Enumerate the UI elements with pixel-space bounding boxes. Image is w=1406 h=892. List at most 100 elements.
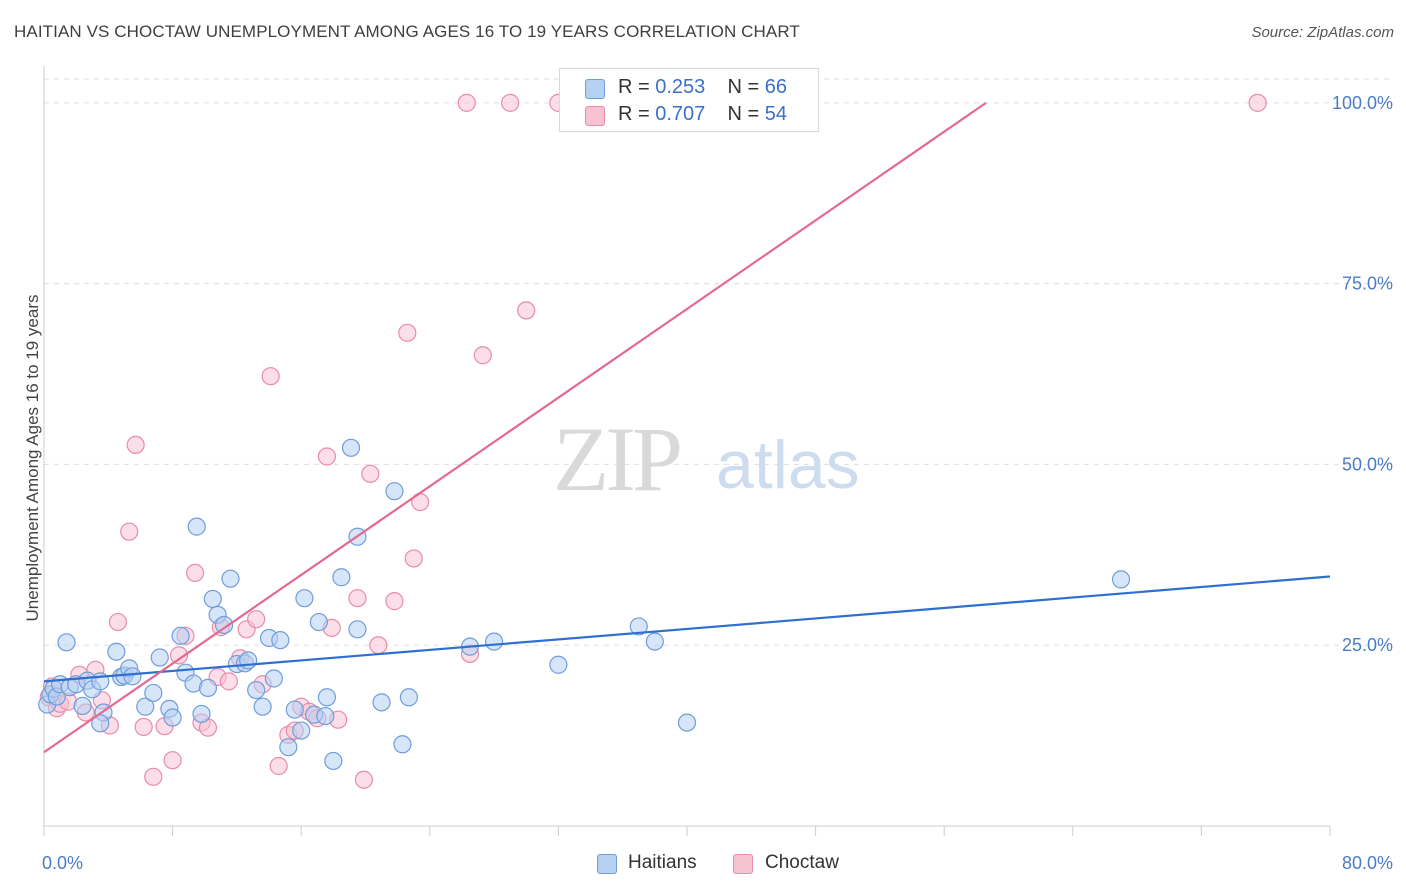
- choctaw-point: [457, 93, 476, 112]
- choctaw-point: [261, 367, 280, 386]
- choctaw-point: [404, 549, 423, 568]
- choctaw-legend-swatch: [733, 854, 753, 874]
- choctaw-point: [120, 522, 139, 541]
- y-tick-label: 25.0%: [1342, 635, 1393, 655]
- watermark-zip: ZIP: [553, 408, 680, 510]
- haitians-point: [324, 751, 343, 771]
- watermark-atlas: atlas: [716, 427, 860, 503]
- choctaw-point: [354, 770, 373, 789]
- haitians-points: [38, 438, 1131, 771]
- trend-lines: [43, 101, 1331, 754]
- choctaw-point: [398, 323, 417, 342]
- haitians-point: [163, 708, 182, 727]
- haitians-legend-swatch: [597, 854, 617, 874]
- haitians-point: [645, 632, 664, 651]
- haitians-point: [285, 700, 304, 719]
- y-tick-label: 75.0%: [1342, 274, 1393, 294]
- haitians-n-value: 66: [764, 76, 788, 98]
- choctaw-point: [134, 717, 153, 737]
- haitians-point: [198, 678, 218, 697]
- y-axis-label: Unemployment Among Ages 16 to 19 years: [23, 295, 42, 622]
- haitians-point: [309, 612, 328, 632]
- haitians-point: [399, 688, 419, 707]
- choctaw-r-value: 0.707: [655, 103, 706, 125]
- haitians-point: [144, 683, 163, 703]
- choctaw-n-label: N =: [727, 103, 765, 125]
- choctaw-point: [163, 751, 182, 770]
- choctaw-point: [501, 93, 520, 112]
- haitians-point: [203, 589, 222, 609]
- haitians-point: [192, 704, 211, 724]
- choctaw-point: [317, 447, 337, 466]
- haitians-point: [393, 735, 412, 754]
- haitians-point: [332, 568, 351, 587]
- choctaw-point: [385, 592, 404, 611]
- grid-lines: [44, 78, 1390, 646]
- haitians-point: [150, 648, 169, 667]
- haitians-point: [348, 620, 367, 639]
- haitians-point: [317, 688, 337, 707]
- choctaw-point: [186, 563, 205, 583]
- haitians-point: [221, 569, 240, 588]
- haitians-point: [271, 631, 290, 650]
- haitians-r-label: R =: [618, 76, 656, 98]
- haitians-point: [295, 589, 314, 608]
- haitians-legend-label: Haitians: [628, 852, 697, 873]
- source-label: Source: ZipAtlas.com: [1251, 24, 1394, 41]
- haitians-trend-line: [43, 575, 1331, 683]
- choctaw-point: [1248, 93, 1267, 112]
- y-tick-label: 100.0%: [1332, 93, 1393, 113]
- choctaw-point: [108, 612, 128, 632]
- haitians-n-label: N =: [727, 76, 765, 98]
- correlation-legend: R = 0.253 N = 66 R = 0.707 N = 54: [559, 68, 819, 132]
- haitians-point: [187, 517, 206, 536]
- y-tick-label: 50.0%: [1342, 454, 1393, 474]
- haitians-point: [316, 706, 335, 726]
- haitians-point: [1111, 570, 1131, 589]
- choctaw-n-value: 54: [764, 103, 788, 125]
- haitians-point: [264, 669, 283, 688]
- haitians-point: [549, 655, 568, 674]
- haitians-point: [239, 651, 258, 670]
- choctaw-point: [247, 610, 266, 629]
- haitians-point: [136, 697, 155, 716]
- tick-labels: 25.0% 50.0% 75.0% 100.0% 0.0% 80.0%: [42, 93, 1393, 873]
- haitians-point: [247, 680, 266, 700]
- haitians-point: [91, 714, 110, 733]
- haitians-point: [279, 738, 298, 757]
- haitians-point: [107, 642, 126, 661]
- choctaw-point: [126, 435, 145, 455]
- haitians-point: [629, 617, 648, 636]
- x-tick-label: 80.0%: [1342, 853, 1393, 873]
- haitians-point: [385, 482, 404, 501]
- haitians-point: [57, 633, 76, 652]
- haitians-point: [214, 615, 234, 635]
- choctaw-point: [269, 756, 288, 776]
- choctaw-point: [144, 767, 163, 786]
- choctaw-point: [219, 672, 238, 691]
- haitians-r-value: 0.253: [655, 76, 706, 98]
- haitians-point: [73, 696, 92, 716]
- x-tick-label: 0.0%: [42, 853, 83, 873]
- choctaw-point: [348, 589, 367, 608]
- choctaw-r-label: R =: [618, 103, 656, 125]
- choctaw-point: [473, 346, 492, 365]
- choctaw-point: [361, 464, 380, 483]
- haitians-point: [372, 693, 391, 712]
- choctaw-swatch: [585, 106, 605, 126]
- haitians-point: [171, 626, 190, 645]
- choctaw-point: [169, 646, 189, 665]
- choctaw-point: [369, 636, 388, 655]
- choctaw-point: [517, 301, 536, 320]
- haitians-point: [292, 721, 311, 740]
- haitians-point: [123, 667, 142, 686]
- haitians-point: [341, 438, 361, 457]
- choctaw-legend-label: Choctaw: [765, 852, 839, 873]
- haitians-point: [677, 713, 697, 732]
- choctaw-trend-line: [43, 101, 987, 754]
- haitians-point: [485, 632, 504, 651]
- haitians-swatch: [585, 79, 605, 99]
- chart-title: HAITIAN VS CHOCTAW UNEMPLOYMENT AMONG AG…: [14, 22, 800, 41]
- haitians-point: [253, 697, 272, 716]
